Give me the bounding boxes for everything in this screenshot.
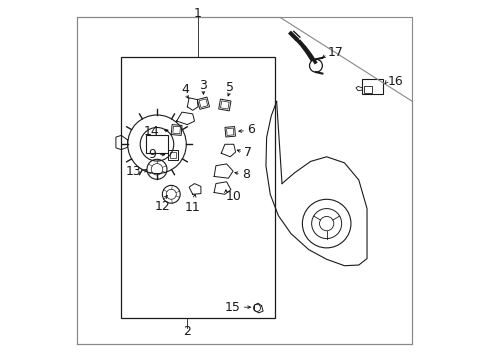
Bar [171, 125, 182, 135]
Text: 9: 9 [148, 148, 156, 161]
Text: 4: 4 [181, 84, 189, 96]
Bar [169, 152, 176, 158]
Text: 11: 11 [184, 201, 200, 214]
Bar [218, 99, 230, 111]
Bar [172, 126, 180, 134]
Bar [362, 79, 382, 94]
Text: 1: 1 [194, 8, 202, 21]
Text: 6: 6 [247, 123, 255, 136]
Bar [224, 127, 235, 137]
Text: 17: 17 [327, 46, 343, 59]
Text: 10: 10 [225, 190, 241, 203]
Bar [146, 135, 167, 153]
Text: 8: 8 [241, 168, 249, 181]
Text: 3: 3 [199, 79, 207, 92]
Bar [220, 101, 229, 109]
Text: 14: 14 [143, 125, 159, 138]
Text: 16: 16 [386, 75, 402, 88]
Bar [121, 57, 274, 318]
Bar [197, 97, 209, 109]
Text: 12: 12 [154, 201, 170, 213]
Text: 2: 2 [183, 325, 191, 338]
Bar [226, 128, 233, 135]
Bar [168, 150, 177, 159]
Bar [363, 86, 372, 93]
Text: 5: 5 [226, 81, 234, 94]
Text: 13: 13 [125, 165, 142, 178]
Text: 15: 15 [224, 301, 240, 314]
Bar [199, 99, 207, 108]
Text: 7: 7 [244, 146, 251, 159]
